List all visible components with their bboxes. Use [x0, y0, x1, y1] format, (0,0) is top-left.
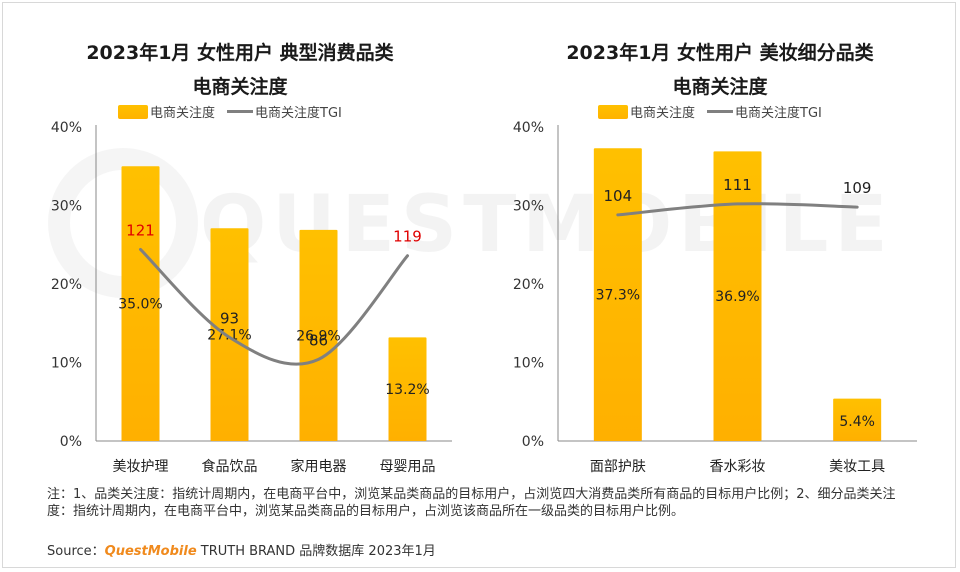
y-tick-label: 20% — [51, 277, 82, 293]
y-tick-label: 30% — [51, 199, 82, 215]
bar-value-label: 13.2% — [385, 382, 429, 398]
y-tick-label: 0% — [522, 434, 544, 450]
y-tick-label: 30% — [513, 199, 544, 215]
y-tick-label: 40% — [51, 120, 82, 136]
tgi-value-label: 104 — [604, 187, 633, 205]
legend-line-label: 电商关注度TGI — [735, 106, 822, 121]
bar — [210, 228, 249, 441]
left-chart-panel: 2023年1月 女性用户 典型消费品类 电商关注度 电商关注度 电商关注度TGI … — [0, 0, 480, 480]
bar — [713, 151, 762, 441]
right-chart-title-line2: 电商关注度 — [672, 76, 768, 98]
bar-value-label: 35.0% — [118, 297, 162, 313]
legend-line-label: 电商关注度TGI — [255, 106, 342, 121]
bar-value-label: 5.4% — [839, 414, 875, 430]
bar — [121, 166, 160, 441]
x-tick-label: 香水彩妆 — [710, 459, 766, 475]
source-brand: QuestMobile — [104, 544, 197, 559]
legend-bar-label: 电商关注度 — [630, 106, 696, 121]
bar-value-label: 37.3% — [596, 288, 640, 304]
legend-bar-label: 电商关注度 — [150, 106, 216, 121]
legend-bar-swatch — [118, 104, 148, 119]
tgi-value-label: 119 — [393, 228, 422, 246]
x-tick-label: 食品饮品 — [202, 458, 258, 475]
bar — [593, 148, 642, 441]
left-chart-title-line2: 电商关注度 — [192, 76, 288, 98]
left-bar-line-chart: 0%10%20%30%40%美妆护理 食品饮品 家用电器 母婴用品35.0%27.1%… — [51, 120, 452, 475]
y-tick-label: 40% — [513, 120, 544, 136]
x-tick-label: 面部护肤 — [590, 459, 646, 475]
right-chart-legend: 电商关注度 电商关注度TGI — [598, 102, 822, 122]
legend-line-swatch — [707, 110, 734, 113]
x-tick-label: 母婴用品 — [380, 459, 436, 475]
tgi-series-line — [616, 202, 859, 217]
left-chart-legend: 电商关注度 电商关注度TGI — [118, 102, 342, 122]
source-rest: TRUTH BRAND 品牌数据库 2023年1月 — [200, 544, 436, 559]
y-tick-label: 20% — [513, 277, 544, 293]
source-prefix: Source： — [47, 544, 105, 559]
bar-value-label: 36.9% — [715, 289, 759, 305]
left-chart-title-line1: 2023年1月 女性用户 典型消费品类 — [86, 42, 394, 64]
y-tick-label: 10% — [51, 356, 82, 372]
tgi-series-line — [139, 247, 409, 366]
legend-line-swatch — [227, 110, 254, 113]
right-chart-panel: 2023年1月 女性用户 美妆细分品类 电商关注度 电商关注度 电商关注度TGI … — [480, 0, 960, 480]
tgi-value-label: 121 — [126, 221, 155, 239]
tgi-value-label: 93 — [220, 309, 239, 327]
x-tick-label: 家用电器 — [291, 458, 347, 475]
right-bar-line-chart: 0% 10% 20% 30% 40% 面部护肤 香水彩妆 美妆工具 37.3% 36.9% 5.4%… — [513, 120, 917, 475]
y-tick-label: 10% — [513, 356, 544, 372]
bar — [299, 229, 338, 441]
tgi-value-label: 111 — [723, 176, 752, 194]
legend-bar-swatch — [598, 104, 628, 119]
tgi-value-label: 86 — [309, 331, 328, 349]
y-tick-label: 0% — [60, 434, 82, 450]
footnote: 注：1、品类关注度：指统计周期内，在电商平台中，浏览某品类商品的目标用户，占浏览… — [47, 487, 896, 519]
x-tick-label: 美妆工具 — [829, 459, 885, 475]
tgi-value-label: 109 — [843, 179, 872, 197]
right-chart-title-line1: 2023年1月 女性用户 美妆细分品类 — [566, 42, 874, 64]
bar-value-label: 26.9% — [296, 328, 340, 344]
source-line: Source：QuestMobile TRUTH BRAND 品牌数据库 202… — [47, 540, 436, 559]
x-tick-label: 美妆护理 — [113, 459, 169, 475]
bar — [388, 337, 427, 441]
bar — [833, 398, 882, 441]
